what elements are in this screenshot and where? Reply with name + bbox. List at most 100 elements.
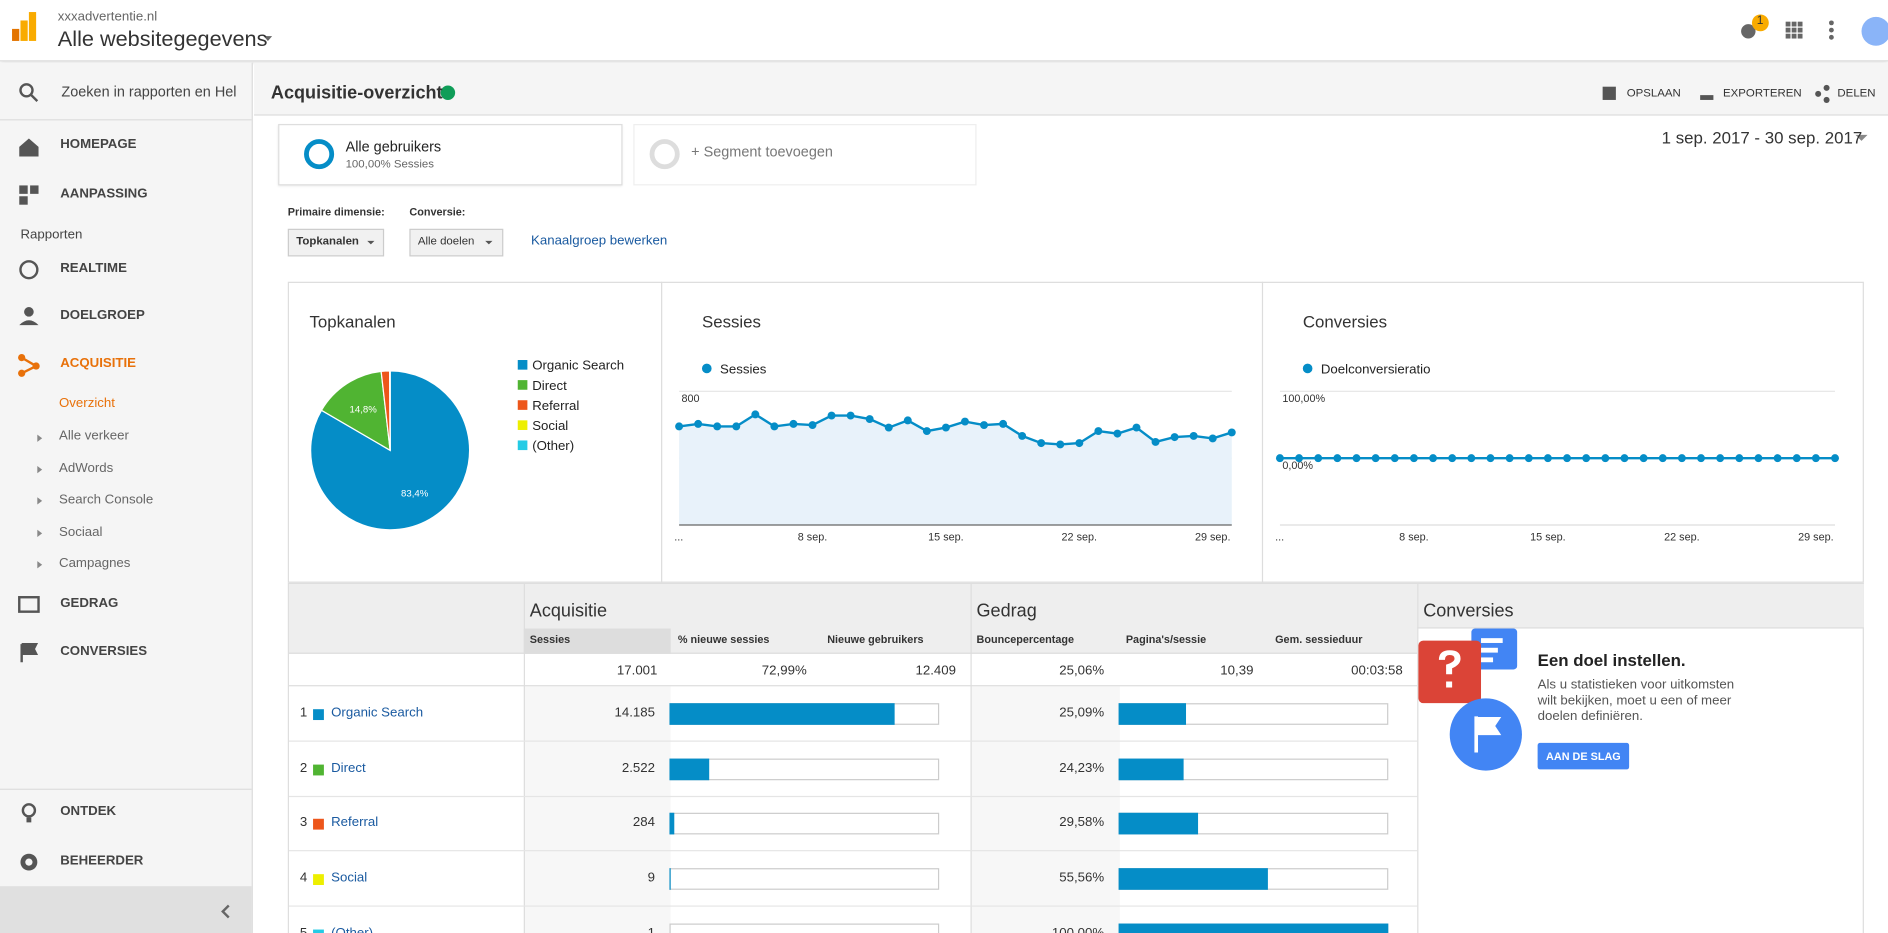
channel-swatch bbox=[313, 708, 324, 720]
total-pages: 10,39 bbox=[1220, 663, 1254, 678]
bounce-col bbox=[970, 686, 1120, 933]
channel-link[interactable]: Referral bbox=[331, 815, 379, 830]
bar-track bbox=[669, 812, 940, 835]
property-caret bbox=[263, 36, 273, 41]
row-rank: 3 bbox=[299, 815, 308, 830]
row-sessions: 1 bbox=[647, 925, 656, 933]
segment-detail: 100,00% Sessies bbox=[345, 157, 434, 171]
sessions-bar bbox=[669, 812, 674, 835]
search-input[interactable]: Zoeken in rapporten en Hel bbox=[61, 83, 237, 100]
sessions-bar bbox=[669, 757, 710, 780]
badge bbox=[1751, 14, 1769, 32]
conversion-label: Conversie: bbox=[409, 205, 466, 218]
nav-item[interactable]: HOMEPAGE bbox=[60, 137, 137, 152]
col-divider bbox=[1417, 583, 1419, 933]
channel-link[interactable]: Kanaalgroep bewerken bbox=[530, 233, 668, 249]
action-icons[interactable] bbox=[1602, 84, 1830, 103]
sessions-col bbox=[523, 686, 671, 933]
nav-item[interactable]: BEHEERDER bbox=[60, 853, 144, 869]
total-duration: 00:03:58 bbox=[1351, 663, 1403, 678]
row-sessions: 284 bbox=[632, 815, 656, 830]
nav-item[interactable]: GEDRAG bbox=[60, 596, 119, 611]
row-bounce: 55,56% bbox=[1059, 870, 1105, 885]
action-button[interactable]: EXPORTEREN bbox=[1723, 86, 1802, 100]
table-panel bbox=[287, 582, 1864, 933]
panel-divider bbox=[661, 281, 663, 583]
report-title: Acquisitie-overzicht bbox=[270, 83, 443, 104]
total-bounce: 25,06% bbox=[1059, 663, 1105, 678]
nav-item[interactable]: DOELGROEP bbox=[60, 308, 145, 323]
nav-subitem[interactable]: Overzicht bbox=[58, 396, 115, 411]
channel-link[interactable]: Social bbox=[331, 870, 368, 885]
bar-track bbox=[669, 757, 940, 780]
panel-divider bbox=[1261, 281, 1264, 583]
apps-icon[interactable] bbox=[1785, 21, 1803, 39]
row-bounce: 29,58% bbox=[1059, 815, 1105, 830]
action-button[interactable]: OPSLAAN bbox=[1626, 86, 1681, 100]
date-range[interactable]: 1 sep. 2017 - 30 sep. 2017 bbox=[1661, 127, 1863, 147]
column-header[interactable]: Bouncepercentage bbox=[976, 633, 1075, 646]
dimension-select[interactable] bbox=[287, 228, 385, 257]
action-button[interactable]: DELEN bbox=[1837, 86, 1876, 100]
sidebar-divider bbox=[0, 788, 252, 790]
column-header[interactable]: Pagina's/sessie bbox=[1125, 633, 1207, 646]
col-divider bbox=[523, 583, 525, 933]
bounce-bar bbox=[1118, 868, 1269, 890]
menu-icon[interactable] bbox=[1828, 20, 1834, 40]
bounce-bar bbox=[1118, 757, 1184, 780]
nav-subitem[interactable]: Campagnes bbox=[58, 556, 131, 571]
charts-panel bbox=[287, 281, 1864, 583]
col-divider bbox=[970, 583, 972, 933]
channel-link[interactable]: (Other) bbox=[331, 925, 374, 933]
segment-add[interactable]: + Segment toevoegen bbox=[691, 143, 833, 161]
property-name[interactable]: Alle websitegegevens bbox=[57, 26, 268, 51]
column-header[interactable]: Nieuwe gebruikers bbox=[827, 633, 924, 646]
nav-subitem[interactable]: Alle verkeer bbox=[58, 428, 129, 444]
avatar[interactable] bbox=[1861, 16, 1888, 46]
header-bar bbox=[0, 0, 1888, 62]
column-header[interactable]: Gem. sessieduur bbox=[1275, 633, 1363, 646]
bar-track bbox=[669, 923, 940, 933]
nav-item[interactable]: CONVERSIES bbox=[60, 644, 148, 659]
channel-link[interactable]: Organic Search bbox=[331, 705, 424, 720]
channel-swatch bbox=[313, 929, 324, 933]
dimension-label: Primaire dimensie: bbox=[287, 205, 385, 218]
channel-link[interactable]: Direct bbox=[331, 760, 366, 775]
channel-swatch bbox=[313, 763, 324, 775]
goal-button[interactable]: AAN DE SLAG bbox=[1537, 742, 1630, 770]
sidebar-divider bbox=[0, 119, 252, 121]
row-bounce: 24,23% bbox=[1059, 760, 1105, 775]
nav-item[interactable]: ACQUISITIE bbox=[60, 356, 137, 371]
column-header[interactable]: % nieuwe sessies bbox=[677, 633, 770, 646]
bell-icon[interactable] bbox=[1741, 24, 1756, 39]
sessions-bar bbox=[669, 702, 895, 725]
goal-text: Als u statistieken voor uitkomsten wilt … bbox=[1537, 677, 1735, 724]
row-rank: 1 bbox=[299, 705, 308, 720]
logo bbox=[12, 12, 37, 41]
row-bounce: 100,00% bbox=[1051, 925, 1105, 933]
segment-box[interactable] bbox=[278, 124, 623, 186]
totals-line bbox=[288, 685, 1418, 687]
bar-track bbox=[669, 868, 940, 890]
table-head bbox=[288, 583, 1418, 654]
channel-swatch bbox=[313, 819, 324, 830]
goal-title: Een doel instellen. bbox=[1537, 650, 1686, 670]
nav-item[interactable]: AANPASSING bbox=[60, 186, 148, 202]
nav-subitem[interactable]: Search Console bbox=[58, 492, 154, 507]
nav-subitem[interactable]: Sociaal bbox=[58, 524, 103, 540]
sidebar-collapse[interactable] bbox=[0, 886, 252, 933]
site-name: xxxadvertentie.nl bbox=[57, 9, 158, 25]
row-sessions: 2.522 bbox=[621, 760, 656, 775]
date-caret[interactable] bbox=[1855, 134, 1868, 141]
nav-item[interactable]: REALTIME bbox=[60, 261, 127, 276]
dimension-value[interactable]: Topkanalen bbox=[296, 234, 359, 249]
segment-add-ring bbox=[649, 139, 680, 170]
conversion-value[interactable]: Alle doelen bbox=[417, 234, 475, 249]
column-header[interactable]: Sessies bbox=[529, 633, 571, 646]
segment-add-box[interactable] bbox=[633, 124, 977, 186]
nav-subitem[interactable]: AdWords bbox=[58, 461, 114, 476]
nav-item[interactable]: ONTDEK bbox=[60, 804, 117, 819]
bounce-bar bbox=[1118, 702, 1187, 725]
